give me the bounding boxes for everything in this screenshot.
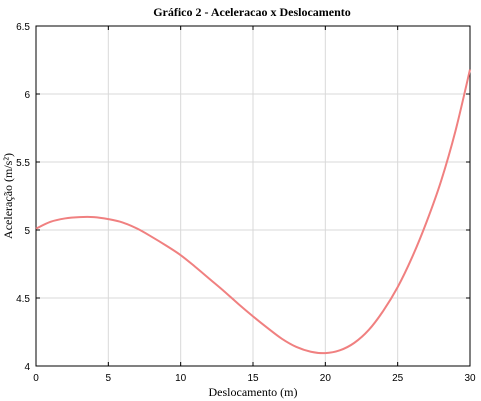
grid bbox=[35, 25, 471, 367]
y-axis-label: Aceleração (m/s²) bbox=[1, 153, 15, 239]
axis-ticks: 0 5 10 15 20 25 30 4 4.5 5 5.5 6 6.5 bbox=[16, 22, 476, 384]
x-tick-label: 5 bbox=[106, 373, 112, 384]
y-tick-label: 6 bbox=[24, 90, 30, 101]
x-tick-label: 20 bbox=[320, 373, 332, 384]
x-tick-label: 0 bbox=[33, 373, 39, 384]
y-tick-label: 5 bbox=[24, 226, 30, 237]
y-tick-label: 6.5 bbox=[16, 22, 30, 33]
x-tick-label: 25 bbox=[392, 373, 404, 384]
y-tick-label: 4 bbox=[24, 362, 30, 373]
chart-title: Gráfico 2 - Aceleracao x Deslocamento bbox=[153, 5, 351, 19]
x-tick-label: 10 bbox=[175, 373, 187, 384]
x-axis-label: Deslocamento (m) bbox=[209, 385, 298, 399]
series-group bbox=[35, 69, 471, 355]
y-tick-label: 4.5 bbox=[16, 294, 30, 305]
series-line bbox=[35, 69, 471, 355]
x-tick-label: 30 bbox=[464, 373, 476, 384]
x-tick-label: 15 bbox=[247, 373, 259, 384]
y-tick-label: 5.5 bbox=[16, 158, 30, 169]
